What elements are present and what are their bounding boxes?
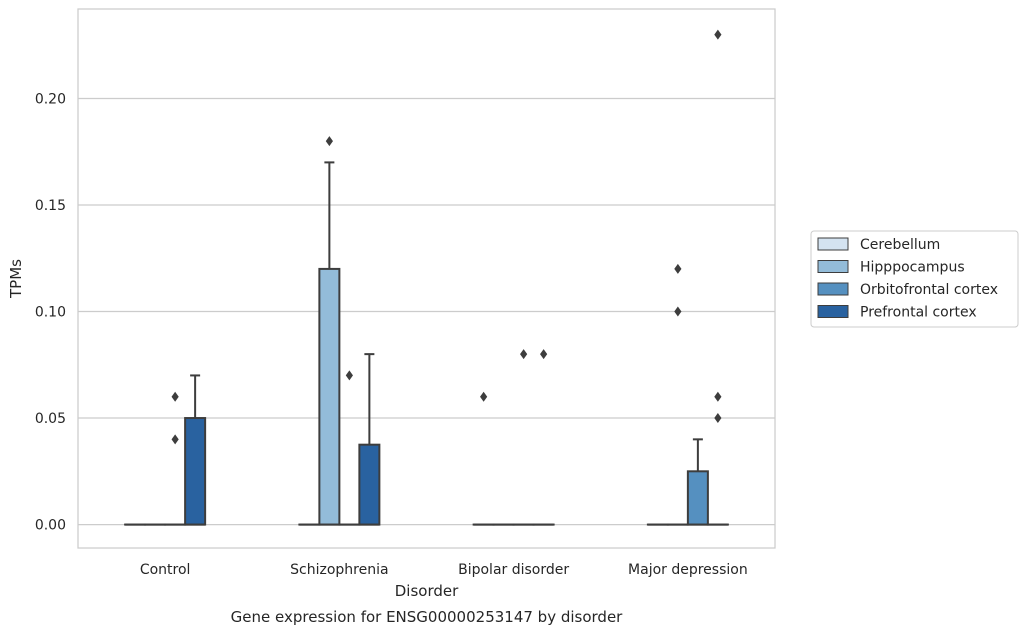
box-prefrontal-cortex: [358, 353, 381, 526]
y-tick-label: 0.00: [35, 518, 66, 534]
box-cerebellum: [472, 391, 495, 526]
box: [318, 267, 341, 526]
legend-swatch: [817, 260, 849, 273]
y-tick-label: 0.15: [35, 198, 66, 214]
legend-frame: [810, 230, 1019, 328]
box: [358, 443, 381, 526]
box-orbitofrontal-cortex: [512, 349, 535, 526]
y-axis-ticks: 0.00 0.05 0.10 0.15 0.20: [35, 91, 66, 533]
outlier-point: [325, 136, 333, 147]
outlier-point: [171, 391, 179, 402]
outlier-point: [171, 434, 179, 445]
plot-area: [124, 29, 729, 526]
x-tick-label: Control: [140, 562, 191, 578]
y-tick-label: 0.05: [35, 411, 66, 427]
legend-swatch: [817, 237, 849, 251]
outlier-point: [714, 29, 722, 40]
outlier-point: [345, 370, 353, 381]
outlier-point: [714, 413, 722, 424]
box: [184, 417, 207, 526]
outlier-point: [540, 349, 548, 360]
box-orbitofrontal-cortex: [164, 391, 187, 526]
outlier-point: [674, 306, 682, 317]
outlier-point: [714, 391, 722, 402]
box-prefrontal-cortex: [184, 374, 207, 526]
x-axis-ticks: Control Schizophrenia Bipolar disorder Majo…: [140, 562, 748, 578]
outlier-point: [674, 263, 682, 274]
x-tick-label: Bipolar disorder: [458, 562, 569, 578]
box-prefrontal-cortex: [532, 349, 555, 526]
grid: [78, 97, 775, 526]
box-prefrontal-cortex: [706, 29, 729, 526]
box-orbitofrontal-cortex: [686, 438, 709, 526]
x-axis-label: Disorder: [395, 582, 459, 600]
box-hipppocampus: [318, 136, 341, 526]
legend-entry: Prefrontal cortex: [860, 305, 977, 321]
x-tick-label: Schizophrenia: [290, 562, 388, 578]
box-orbitofrontal-cortex: [338, 370, 361, 526]
y-tick-label: 0.10: [35, 305, 66, 321]
chart-title: Gene expression for ENSG00000253147 by d…: [231, 608, 624, 626]
plot-frame: [77, 8, 776, 549]
y-tick-label: 0.20: [35, 91, 66, 107]
legend: Cerebellum Hipppocampus Orbitofrontal cort…: [810, 230, 1019, 328]
y-axis-label: TPMs: [7, 259, 25, 299]
box: [686, 470, 709, 526]
legend-swatch: [817, 305, 849, 318]
box-hipppocampus: [666, 263, 689, 526]
legend-swatch: [817, 282, 849, 296]
outlier-point: [480, 391, 488, 402]
legend-entry: Orbitofrontal cortex: [860, 282, 998, 298]
legend-entry: Cerebellum: [860, 237, 940, 253]
x-tick-label: Major depression: [628, 562, 748, 578]
outlier-point: [520, 349, 528, 360]
legend-entry: Hipppocampus: [860, 260, 965, 276]
